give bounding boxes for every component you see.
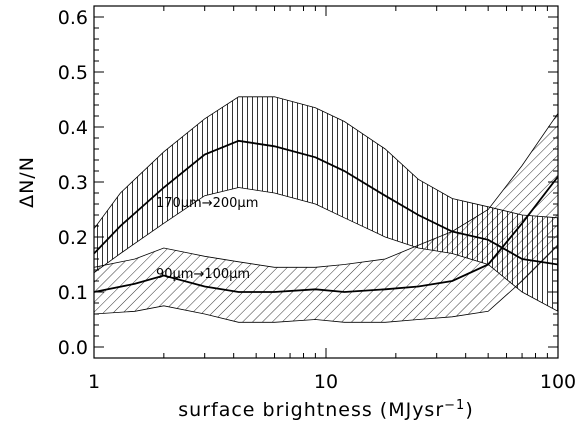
x-axis-title: surface brightness (MJysr−1) bbox=[178, 398, 474, 422]
x-tick-label: 100 bbox=[540, 371, 576, 393]
series-0-line bbox=[94, 139, 558, 266]
y-tick-label: 0.4 bbox=[58, 117, 88, 139]
series-1-annotation: 90μm→100μm bbox=[156, 267, 250, 282]
x-tick-label: 1 bbox=[88, 371, 100, 393]
y-axis-title: ΔN/N bbox=[16, 156, 38, 208]
series-lines bbox=[94, 139, 558, 293]
axis-tick-labels: 0.0 0.1 0.2 0.3 0.4 0.5 0.6 1 10 100 bbox=[58, 7, 576, 393]
y-tick-label: 0.6 bbox=[58, 7, 88, 29]
y-tick-label: 0.0 bbox=[58, 337, 88, 359]
x-tick-label: 10 bbox=[314, 371, 338, 393]
y-tick-label: 0.5 bbox=[58, 62, 88, 84]
y-tick-label: 0.1 bbox=[58, 282, 88, 304]
annotations: 170μm→200μm 90μm→100μm bbox=[156, 196, 258, 282]
series-0-annotation: 170μm→200μm bbox=[156, 196, 258, 211]
axis-ticks bbox=[93, 6, 559, 358]
series-1-line bbox=[94, 175, 558, 293]
y-tick-label: 0.2 bbox=[58, 227, 88, 249]
series-0-error-band bbox=[94, 96, 558, 312]
error-bands bbox=[94, 96, 558, 323]
y-tick-label: 0.3 bbox=[58, 172, 88, 194]
series-1-error-band bbox=[94, 112, 558, 323]
